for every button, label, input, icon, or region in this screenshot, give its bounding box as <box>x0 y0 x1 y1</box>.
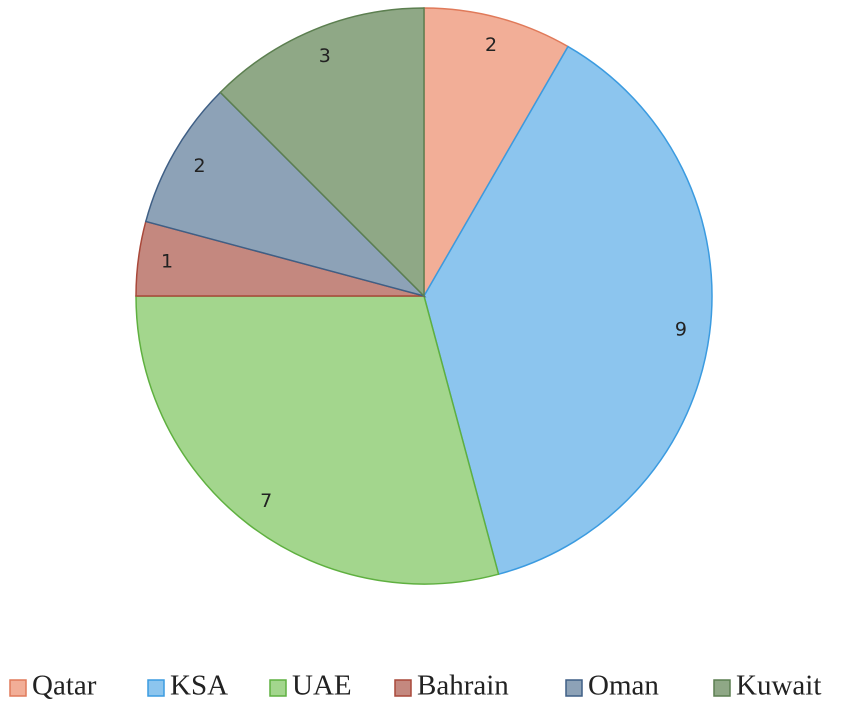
legend-swatch <box>269 679 287 697</box>
legend-label: UAE <box>292 670 352 702</box>
legend-label: Bahrain <box>417 670 509 702</box>
data-label: 2 <box>485 34 497 56</box>
pie-slice <box>423 7 570 299</box>
legend-swatch <box>147 679 165 697</box>
legend-swatch <box>394 679 412 697</box>
data-label: 9 <box>675 318 687 340</box>
pie-slice <box>219 7 425 298</box>
legend-label: KSA <box>170 670 228 702</box>
pie-slice <box>144 91 427 298</box>
data-label: 1 <box>161 251 173 273</box>
legend-label: Oman <box>588 670 659 702</box>
data-label: 7 <box>260 490 272 512</box>
data-label: 2 <box>193 155 205 177</box>
legend-swatch <box>565 679 583 697</box>
pie-slice <box>135 295 500 585</box>
legend-label: Kuwait <box>736 670 821 702</box>
legend-swatch <box>713 679 731 697</box>
legend-swatch <box>9 679 27 697</box>
legend-label: Qatar <box>32 670 97 702</box>
pie-slice <box>423 45 713 576</box>
data-label: 3 <box>319 45 331 67</box>
